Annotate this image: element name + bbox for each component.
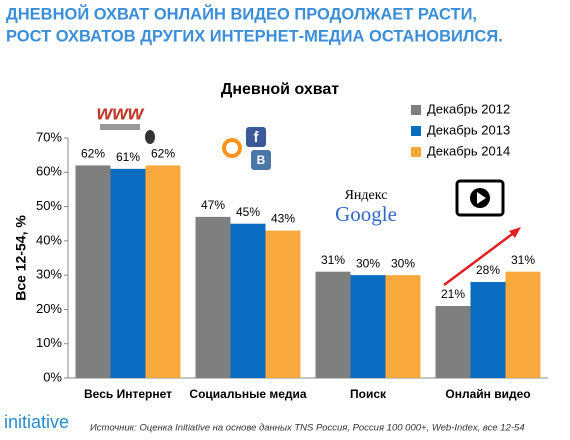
value-label: 43% (271, 212, 295, 226)
header-line: ДНЕВНОЙ ОХВАТ ОНЛАЙН ВИДЕО ПРОДОЛЖАЕТ РА… (6, 4, 477, 23)
trend-arrow-head (509, 227, 521, 238)
icon-shape (145, 130, 155, 144)
icon-shape (222, 138, 242, 158)
x-tick-label: Поиск (350, 387, 387, 401)
bar (75, 165, 111, 378)
x-tick-label: Весь Интернет (84, 387, 172, 401)
brand: initiative (4, 412, 69, 432)
icon-shape (100, 124, 140, 130)
value-label: 30% (391, 256, 415, 270)
trend-arrow (443, 230, 516, 287)
header-line: РОСТ ОХВАТОВ ДРУГИХ ИНТЕРНЕТ-МЕДИА ОСТАН… (6, 27, 503, 45)
legend-swatch (411, 105, 421, 115)
value-label: 45% (236, 205, 260, 219)
source-note: Источник: Оценка Initiative на основе да… (90, 423, 525, 434)
value-label: 21% (441, 287, 465, 301)
chart-title: Дневной охват (221, 81, 339, 98)
logo-text: Google (335, 202, 397, 226)
icon-shape (251, 150, 271, 170)
icon-shape (246, 127, 266, 147)
y-tick-label: 60% (36, 164, 62, 179)
y-axis-label: Все 12-54, % (13, 215, 29, 301)
value-label: 61% (116, 150, 140, 164)
bar (505, 271, 541, 378)
logo-text: B (257, 153, 266, 167)
value-label: 31% (321, 253, 345, 267)
bar (385, 275, 421, 378)
bar (110, 168, 146, 378)
legend-label: Декабрь 2012 (427, 101, 510, 116)
bar (350, 275, 386, 378)
icon-shape (477, 192, 486, 204)
y-tick-label: 40% (36, 232, 62, 247)
bar (435, 306, 471, 378)
y-tick-label: 70% (36, 129, 62, 144)
bar (195, 216, 231, 378)
video-icon (455, 179, 505, 217)
y-tick-label: 10% (36, 335, 62, 350)
value-label: 47% (201, 198, 225, 212)
value-label: 28% (476, 263, 500, 277)
logo-text: www (97, 102, 145, 124)
y-tick-label: 30% (36, 267, 62, 282)
legend-swatch (411, 147, 421, 157)
social-icons: f B (222, 127, 271, 170)
bar (315, 271, 351, 378)
value-label: 62% (151, 147, 175, 161)
y-tick-label: 0% (43, 369, 62, 384)
legend-label: Декабрь 2013 (427, 122, 510, 137)
bar (470, 282, 506, 378)
logo-text: Яндекс (345, 188, 388, 203)
www-icon: www (97, 102, 155, 144)
x-tick-label: Онлайн видео (445, 387, 530, 401)
y-tick-label: 20% (36, 301, 62, 316)
bar (265, 230, 301, 378)
value-label: 31% (511, 253, 535, 267)
bar (145, 165, 181, 378)
y-tick-label: 50% (36, 198, 62, 213)
legend-swatch (411, 126, 421, 136)
bar (230, 223, 266, 378)
value-label: 30% (356, 256, 380, 270)
icon-shape (455, 179, 505, 217)
x-tick-label: Социальные медиа (189, 387, 306, 401)
logo-text: f (254, 129, 260, 146)
value-label: 62% (81, 147, 105, 161)
legend-label: Декабрь 2014 (427, 143, 510, 158)
